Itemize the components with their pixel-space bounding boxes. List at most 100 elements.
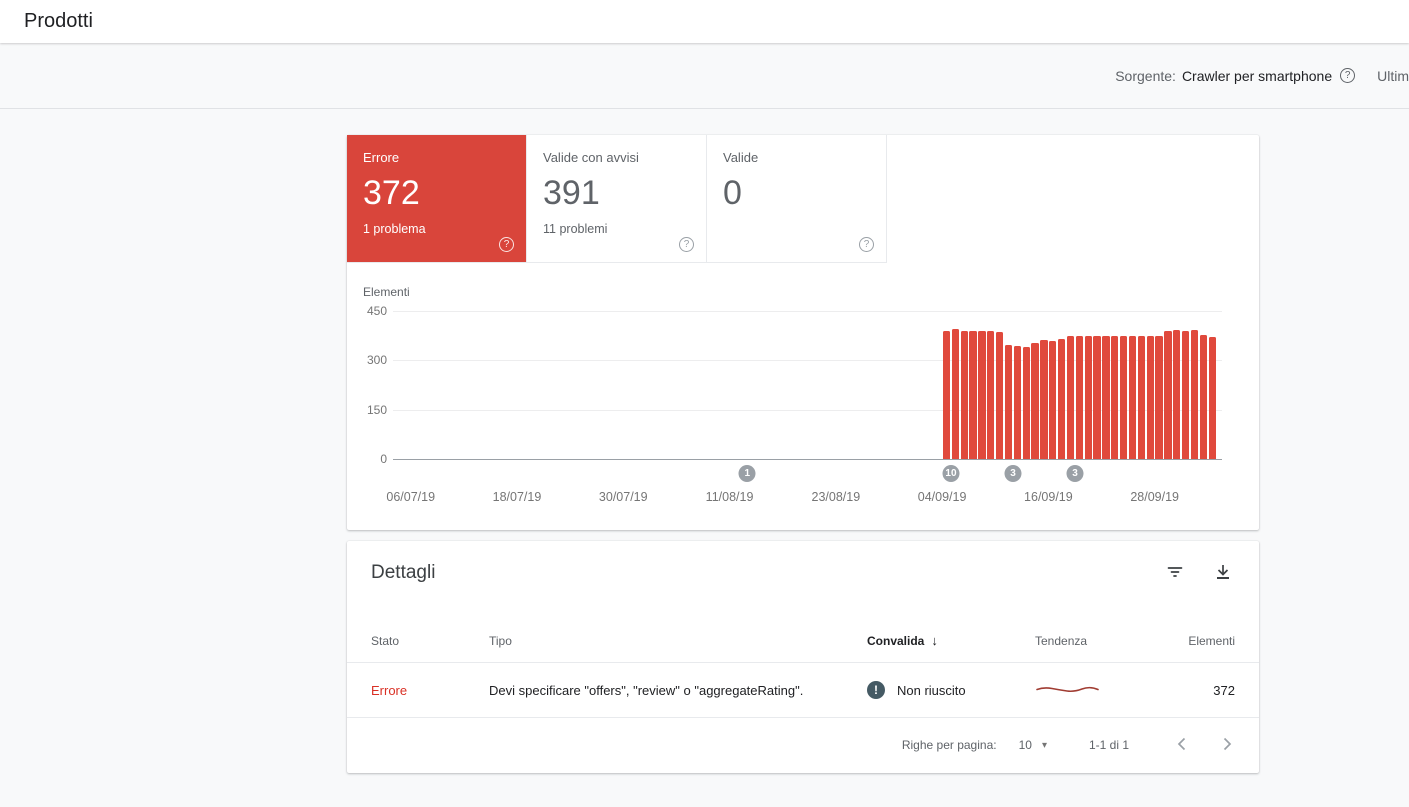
pagination-bar: Righe per pagina: 10 ▾ 1-1 di 1 <box>347 718 1259 772</box>
chart-bar[interactable] <box>1164 330 1172 459</box>
timeline-annotation-badge[interactable]: 3 <box>1004 465 1022 482</box>
card-valide-con-avvisi[interactable]: Valide con avvisi 391 11 problemi ? <box>527 135 707 263</box>
chart-bar[interactable] <box>1102 335 1110 459</box>
page-range: 1-1 di 1 <box>1088 738 1129 752</box>
chart-bar[interactable] <box>1031 343 1039 459</box>
card-valide[interactable]: Valide 0 ? <box>707 135 887 263</box>
chart-bar[interactable] <box>978 331 986 459</box>
chart-bar[interactable] <box>1208 336 1216 459</box>
x-axis-tick-label: 16/09/19 <box>1024 490 1073 504</box>
card-errore[interactable]: Errore 372 1 problema ? <box>347 135 527 263</box>
chart-bar[interactable] <box>1120 335 1128 459</box>
timeline-annotation-badge[interactable]: 10 <box>942 465 960 482</box>
column-header-convalida[interactable]: Convalida ↓ <box>867 633 1035 648</box>
chart-bar[interactable] <box>1111 335 1119 459</box>
x-axis-tick-label: 18/07/19 <box>492 490 542 504</box>
chart-x-axis-line <box>393 459 1222 460</box>
filter-button[interactable] <box>1163 561 1187 585</box>
last-update-label-truncated: Ultim <box>1377 67 1409 84</box>
rows-per-page-label: Righe per pagina: <box>901 738 997 752</box>
row-items-count: 372 <box>1213 682 1235 698</box>
report-main: Errore 372 1 problema ? Valide con avvis… <box>347 135 1259 773</box>
chart-bar[interactable] <box>1075 335 1084 459</box>
chart-bar[interactable] <box>1040 339 1048 459</box>
card-value: 0 <box>723 174 742 212</box>
column-header-tipo: Tipo <box>489 633 512 648</box>
chart-bar[interactable] <box>951 328 960 459</box>
trend-sparkline <box>1035 683 1103 698</box>
chart-bar[interactable] <box>942 330 951 459</box>
x-axis-tick-label: 06/07/19 <box>386 490 436 504</box>
summary-cards: Errore 372 1 problema ? Valide con avvis… <box>347 135 888 263</box>
details-header: Dettagli <box>347 541 1259 585</box>
items-chart: Elementi 450 300 150 0 06/07/19 18/07/19 30/07… <box>347 263 1259 530</box>
source-label: Sorgente: <box>1115 67 1176 84</box>
chart-bar[interactable] <box>1146 335 1154 459</box>
x-axis-tick-label: 23/08/19 <box>811 490 861 504</box>
timeline-annotation-badge[interactable]: 1 <box>738 465 756 482</box>
chart-bar[interactable] <box>1093 335 1101 459</box>
chart-bar[interactable] <box>1155 335 1163 459</box>
chart-bar[interactable] <box>1022 346 1030 459</box>
exclamation-icon: ! <box>867 681 885 699</box>
report-toolbar: Sorgente: Crawler per smartphone ? Ultim <box>0 43 1409 109</box>
x-axis-tick-label: 28/09/19 <box>1130 490 1180 504</box>
card-subtext: 11 problemi <box>543 222 608 236</box>
help-icon[interactable]: ? <box>679 237 694 252</box>
chart-bar[interactable] <box>1058 339 1066 459</box>
card-subtext: 1 problema <box>363 222 426 236</box>
chart-bar[interactable] <box>1137 335 1146 459</box>
chart-bar[interactable] <box>1128 335 1137 459</box>
status-chart-panel: Errore 372 1 problema ? Valide con avvis… <box>347 135 1259 530</box>
chart-bar[interactable] <box>969 331 977 459</box>
chart-bar[interactable] <box>1199 335 1208 459</box>
chart-bar[interactable] <box>1066 335 1075 459</box>
chart-bar[interactable] <box>1182 330 1190 459</box>
chevron-right-icon <box>1223 737 1232 754</box>
x-axis-tick-label: 30/07/19 <box>598 490 648 504</box>
page-title: Prodotti <box>24 10 93 32</box>
chevron-left-icon <box>1177 737 1186 754</box>
y-axis-tick-label: 0 <box>380 452 387 466</box>
column-header-tendenza: Tendenza <box>1035 633 1088 648</box>
download-button[interactable] <box>1211 561 1235 585</box>
help-icon[interactable]: ? <box>1340 68 1356 83</box>
row-issue-type: Devi specificare "offers", "review" o "a… <box>489 682 804 698</box>
filter-icon <box>1166 563 1184 584</box>
chart-bar[interactable] <box>1013 345 1022 459</box>
card-value: 391 <box>543 174 600 212</box>
card-label: Valide con avvisi <box>543 150 639 165</box>
card-label: Valide <box>723 150 759 165</box>
timeline-annotation-badge[interactable]: 3 <box>1066 465 1084 482</box>
chart-bar[interactable] <box>1173 330 1181 459</box>
chart-bar[interactable] <box>996 331 1004 459</box>
y-axis-tick-label: 150 <box>366 402 387 417</box>
y-axis-tick-label: 300 <box>366 353 387 368</box>
page-header: Prodotti <box>0 0 1409 43</box>
card-label: Errore <box>363 150 400 165</box>
previous-page-button[interactable] <box>1175 737 1187 754</box>
source-value: Crawler per smartphone <box>1181 67 1333 84</box>
row-trend <box>1035 683 1155 698</box>
chart-bar[interactable] <box>1084 335 1092 459</box>
chart-bar[interactable] <box>1190 330 1199 459</box>
rows-per-page-select[interactable]: 10 ▾ <box>1019 738 1047 752</box>
chevron-down-icon: ▾ <box>1041 739 1047 751</box>
help-icon[interactable]: ? <box>859 237 874 252</box>
details-table-header: Stato Tipo Convalida ↓ Tendenza Elementi <box>347 619 1259 663</box>
column-header-stato: Stato <box>371 633 400 648</box>
details-panel: Dettagli Stato Tipo Convalida ↓ Tendenza … <box>347 541 1259 773</box>
column-header-elementi: Elementi <box>1188 633 1235 648</box>
source-info: Sorgente: Crawler per smartphone ? Ultim <box>1115 68 1409 84</box>
chart-gridline <box>393 360 1222 362</box>
chart-bar[interactable] <box>987 331 995 459</box>
chart-bar[interactable] <box>1004 345 1013 459</box>
chart-bar[interactable] <box>1049 340 1057 459</box>
help-icon[interactable]: ? <box>499 237 514 252</box>
table-row[interactable]: Errore Devi specificare "offers", "revie… <box>347 663 1259 718</box>
details-title: Dettagli <box>371 562 436 583</box>
x-axis-tick-label: 04/09/19 <box>917 490 967 504</box>
next-page-button[interactable] <box>1221 737 1233 754</box>
chart-bar[interactable] <box>960 331 968 459</box>
chart-gridline <box>393 311 1222 312</box>
